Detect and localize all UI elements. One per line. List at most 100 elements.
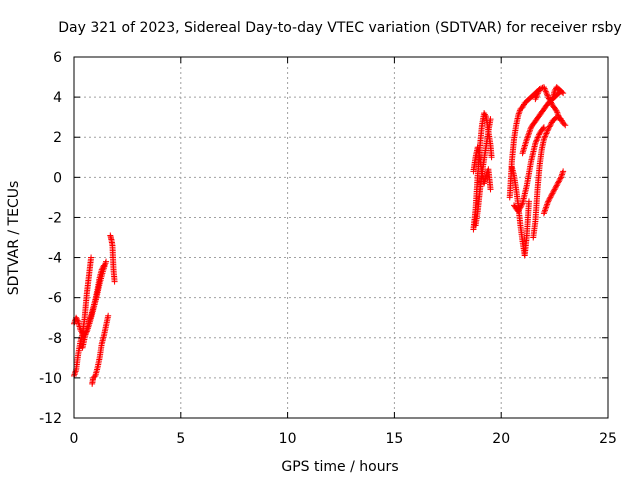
data-point: [548, 191, 555, 198]
data-point: [481, 110, 488, 117]
y-tick-label: 2: [53, 130, 62, 146]
series-evening-arc-9: [530, 114, 565, 241]
data-point: [543, 129, 550, 136]
series-morning-arc-1: [71, 254, 95, 379]
data-point: [542, 131, 549, 138]
data-point: [555, 179, 562, 186]
data-point: [553, 182, 560, 189]
data-point: [562, 122, 569, 129]
data-point: [556, 115, 563, 122]
data-point: [482, 112, 489, 119]
data-point: [559, 89, 566, 96]
y-tick-label: 4: [53, 90, 62, 106]
data-point: [533, 93, 540, 100]
chart-title: Day 321 of 2023, Sidereal Day-to-day VTE…: [58, 20, 621, 36]
x-tick-label: 0: [70, 431, 79, 447]
series-morning-arc-4: [89, 312, 112, 387]
data-point: [561, 121, 568, 128]
data-point: [560, 90, 567, 97]
data-point: [543, 91, 550, 98]
data-point: [88, 254, 95, 261]
data-point: [545, 126, 552, 133]
data-point: [552, 185, 559, 192]
y-tick-label: -8: [48, 331, 62, 347]
data-point: [520, 102, 527, 109]
data-point: [555, 114, 562, 121]
data-point: [516, 207, 522, 214]
series-evening-arc-10: [540, 168, 567, 217]
data-point: [556, 177, 563, 184]
data-point: [547, 122, 554, 129]
data-point: [543, 130, 550, 137]
x-tick-label: 10: [279, 431, 297, 447]
data-point: [74, 317, 81, 324]
y-tick-label: -6: [48, 291, 62, 307]
x-tick-label: 25: [599, 431, 617, 447]
data-point: [91, 373, 98, 380]
x-axis-title: GPS time / hours: [281, 459, 398, 475]
data-point: [536, 86, 543, 93]
data-point: [535, 88, 542, 95]
data-point: [111, 278, 118, 285]
data-point: [100, 262, 107, 269]
data-point: [487, 186, 494, 193]
axis-ticks: 0 5 10 15 20 25 -12 -10 -8 -6 -4 -2 0 2 4 6: [39, 50, 617, 447]
data-point: [541, 134, 548, 141]
data-point: [551, 186, 558, 193]
series-evening-arc-6: [511, 124, 547, 215]
data-point: [541, 85, 548, 92]
data-point: [98, 266, 105, 273]
data-point: [518, 201, 525, 208]
data-point: [534, 90, 541, 97]
data-point: [516, 205, 523, 212]
data-point: [518, 203, 525, 210]
y-tick-label: -12: [39, 411, 62, 427]
data-point: [99, 265, 106, 272]
data-point: [545, 198, 552, 205]
data-point: [551, 88, 558, 95]
y-tick-label: -4: [48, 251, 62, 267]
data-point: [558, 116, 565, 123]
data-point: [543, 89, 550, 96]
data-point: [532, 94, 539, 101]
data-point: [519, 104, 526, 111]
data-point: [540, 124, 547, 131]
data-point: [545, 95, 552, 102]
data-point: [548, 193, 555, 200]
data-point: [540, 84, 547, 91]
x-tick-label: 15: [385, 431, 403, 447]
data-point: [515, 208, 522, 215]
x-tick-label: 20: [492, 431, 510, 447]
data-point: [534, 135, 541, 142]
data-points: [71, 84, 569, 387]
data-point: [550, 187, 557, 194]
data-point: [546, 195, 553, 202]
data-point: [535, 133, 542, 140]
data-point: [544, 127, 551, 134]
data-point: [532, 96, 539, 103]
data-point: [540, 136, 547, 143]
data-point: [534, 134, 541, 141]
data-point: [73, 316, 80, 323]
x-tick-label: 5: [176, 431, 185, 447]
data-point: [560, 168, 567, 175]
data-point: [557, 175, 564, 182]
y-tick-label: -2: [48, 210, 62, 226]
series-morning-arc-3: [79, 262, 107, 351]
data-point: [553, 114, 560, 121]
plot-frame: [73, 56, 609, 419]
data-point: [481, 111, 488, 118]
data-point: [100, 263, 107, 270]
data-point: [487, 116, 494, 123]
data-point: [488, 154, 495, 161]
data-point: [103, 258, 110, 265]
data-point: [540, 125, 547, 132]
data-point: [552, 106, 559, 113]
series-evening-arc-3: [470, 144, 494, 193]
data-point: [532, 138, 539, 145]
data-point: [546, 123, 553, 130]
data-point: [542, 86, 549, 93]
data-point: [534, 91, 541, 98]
series-evening-arc-5: [508, 164, 532, 259]
